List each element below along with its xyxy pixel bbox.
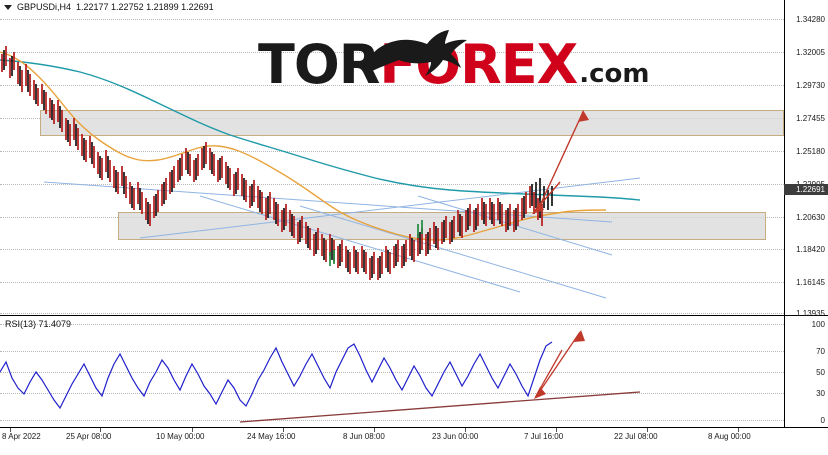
rsi-tick-3: 30 [816,389,825,398]
rsi-tick-0: 100 [811,320,825,329]
time-tick-1: 25 Apr 08:00 [66,432,112,441]
ma-slow-line [0,59,641,201]
rsi-line [0,341,553,410]
price-axis[interactable]: 1.34280 1.32005 1.29730 1.27455 1.25180 … [784,0,828,318]
rsi-bullish-arrow-line [537,331,581,395]
rsi-bearish-arrow-head [534,387,546,399]
time-axis[interactable]: 8 Apr 2022 25 Apr 08:00 10 May 00:00 24 … [0,428,828,455]
rsi-trendline [239,391,641,423]
price-tick-3: 1.27455 [796,114,825,123]
rsi-bullish-arrow-head [574,330,585,342]
time-tick-8: 8 Aug 00:00 [708,432,751,441]
time-tick-5: 23 Jun 00:00 [432,432,479,441]
price-tick-9: 1.13935 [796,309,825,318]
resistance-zone[interactable] [40,110,784,136]
rsi-axis[interactable]: 100 70 50 30 0 [784,316,828,427]
rsi-tick-1: 70 [816,347,825,356]
time-tick-4: 8 Jun 08:00 [343,432,385,441]
time-tick-2: 10 May 00:00 [156,432,205,441]
bullish-arrow-head [578,110,589,122]
ma-fast-line [0,51,607,241]
rsi-tick-4: 0 [820,416,825,425]
rsi-tick-2: 50 [816,368,825,377]
bullish-arrow-line [536,111,584,213]
price-tick-0: 1.34280 [796,15,825,24]
chart-header[interactable]: GBPUSDi,H4 1.22177 1.22752 1.21899 1.226… [4,2,214,12]
time-tick-0: 8 Apr 2022 [2,432,41,441]
rsi-forecast-arrows [534,330,585,399]
bearish-arrow-head [532,202,544,214]
rsi-series-svg [0,330,641,423]
ohlc-values: 1.22177 1.22752 1.21899 1.22691 [76,2,214,12]
price-plot-area[interactable]: TOR FOREX .com [0,0,784,315]
price-tick-1: 1.32005 [796,48,825,57]
rsi-indicator-label: RSI(13) 71.4079 [5,319,72,329]
symbol-label: GBPUSDi,H4 [17,2,72,12]
price-tick-2: 1.29730 [796,81,825,90]
time-tick-6: 7 Jul 16:00 [524,432,564,441]
time-tick-3: 24 May 16:00 [247,432,296,441]
price-tick-7: 1.18420 [796,245,825,254]
last-price-tag: 1.22691 [784,184,828,195]
price-tick-8: 1.16145 [796,278,825,287]
rsi-plot-area[interactable]: RSI(13) 71.4079 [0,316,784,427]
price-series-svg [0,46,641,299]
time-tick-7: 22 Jul 08:00 [614,432,658,441]
forecast-arrows [532,110,589,214]
price-tick-6: 1.20630 [796,213,825,222]
bull-logo-icon [365,30,467,76]
price-tick-4: 1.25180 [796,147,825,156]
rsi-pane[interactable]: RSI(13) 71.4079 100 70 50 30 0 [0,316,828,428]
price-chart-pane[interactable]: TOR FOREX .com 1.34280 1.32005 1.29730 1… [0,0,828,318]
collapse-caret-icon[interactable] [4,4,12,10]
